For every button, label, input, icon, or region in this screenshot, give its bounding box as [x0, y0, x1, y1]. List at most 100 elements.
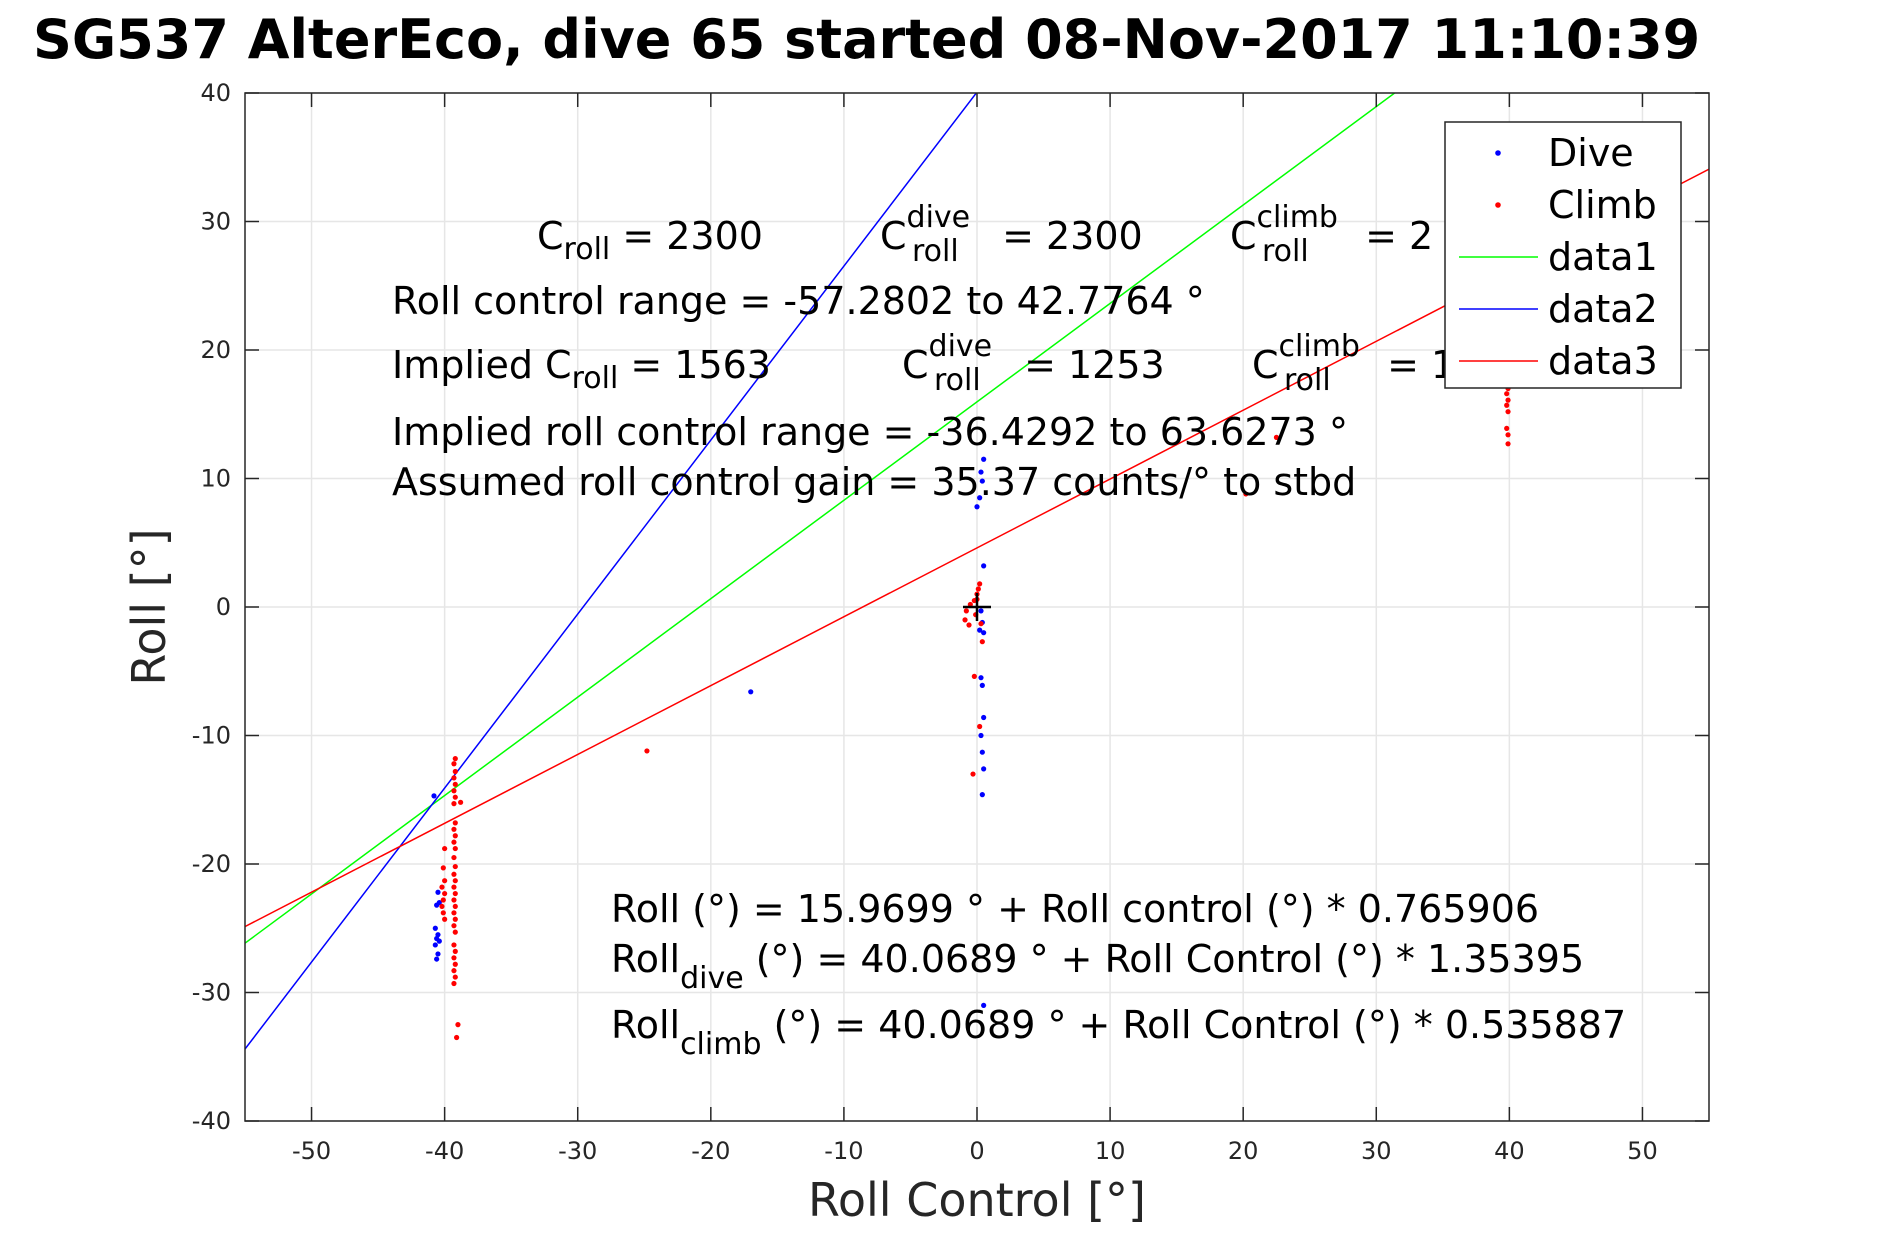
- dive-point: [981, 630, 987, 636]
- x-tick-label: -50: [292, 1137, 331, 1165]
- y-axis-label: Roll [°]: [122, 528, 176, 685]
- climb-point: [451, 968, 457, 974]
- fit-all-text: Roll (°) = 15.9699 ° + Roll control (°) …: [611, 887, 1539, 931]
- climb-point: [452, 845, 458, 852]
- dive-point: [436, 899, 442, 906]
- climb-point: [451, 761, 457, 767]
- dive-point: [981, 766, 987, 772]
- climb-point: [458, 799, 464, 805]
- climb-point: [452, 863, 458, 870]
- climb-point: [442, 878, 448, 884]
- climb-point: [978, 621, 984, 627]
- climb-point: [452, 781, 458, 787]
- y-tick-label: 40: [200, 79, 231, 107]
- climb-point: [452, 878, 458, 884]
- x-tick-label: 20: [1228, 1137, 1259, 1165]
- dive-point: [981, 1002, 987, 1008]
- climb-point: [451, 839, 457, 845]
- dive-point: [436, 938, 442, 944]
- climb-point: [439, 884, 445, 890]
- climb-point: [452, 903, 458, 910]
- dive-point: [432, 942, 438, 948]
- climb-point: [455, 1022, 461, 1028]
- dive-point: [979, 682, 985, 688]
- climb-point: [440, 897, 446, 903]
- climb-point: [962, 617, 968, 623]
- dive-point: [977, 495, 983, 501]
- x-tick-label: 50: [1627, 1137, 1658, 1165]
- climb-point: [1504, 391, 1510, 397]
- climb-point: [1505, 397, 1511, 403]
- climb-point: [1505, 409, 1511, 415]
- climb-point: [451, 788, 457, 794]
- climb-point: [975, 586, 981, 592]
- coefficient-annotations: Croll = 2300 Cdive roll = 2300 Cclimb roll…: [392, 200, 1455, 504]
- fit-climb-text: Rollclimb (°) = 40.0689 ° + Roll Control…: [611, 1003, 1626, 1062]
- y-tick-label: 20: [200, 336, 231, 364]
- dive-point: [979, 792, 985, 798]
- x-tick-label: -30: [558, 1137, 597, 1165]
- x-tick-label: 10: [1095, 1137, 1126, 1165]
- climb-point: [452, 916, 458, 922]
- y-tick-label: -20: [192, 850, 231, 878]
- legend-label: Climb: [1548, 183, 1657, 227]
- climb-point: [451, 775, 457, 781]
- y-tick-label: 30: [200, 208, 231, 236]
- climb-point: [451, 854, 457, 861]
- implied-c-roll-dive-text: Cdive roll = 1253: [902, 329, 1165, 398]
- dive-point: [977, 627, 983, 633]
- climb-point: [967, 601, 973, 608]
- chart-title: SG537 AlterEco, dive 65 started 08-Nov-2…: [33, 8, 1700, 71]
- climb-point: [971, 673, 977, 679]
- dive-point: [435, 889, 441, 895]
- climb-point: [451, 910, 457, 916]
- climb-point: [644, 748, 650, 754]
- dive-point: [432, 925, 438, 931]
- climb-point: [442, 890, 448, 897]
- dive-point: [435, 951, 441, 957]
- fit-dive-text: Rolldive (°) = 40.0689 ° + Roll Control …: [611, 937, 1584, 996]
- y-tick-label: 10: [200, 465, 231, 493]
- y-tick-label: -40: [192, 1107, 231, 1135]
- climb-point: [452, 794, 458, 800]
- climb-point: [452, 929, 458, 935]
- origin-marker: [963, 593, 991, 621]
- x-tick-label: -40: [425, 1137, 464, 1165]
- dive-point: [748, 689, 754, 695]
- y-tick-label: -30: [192, 979, 231, 1007]
- x-axis-label: Roll Control [°]: [808, 1173, 1146, 1227]
- climb-point: [1505, 432, 1511, 438]
- y-tick-label: -10: [192, 722, 231, 750]
- legend-label: Dive: [1548, 131, 1634, 175]
- climb-point: [451, 955, 457, 961]
- x-tick-label: 30: [1361, 1137, 1392, 1165]
- dive-point: [981, 714, 987, 721]
- climb-point: [440, 910, 446, 916]
- climb-point: [452, 961, 458, 967]
- legend-label: data3: [1548, 339, 1658, 383]
- fit-equations: Roll (°) = 15.9699 ° + Roll control (°) …: [611, 887, 1626, 1062]
- dive-point: [978, 608, 984, 614]
- implied-c-roll-climb-text: Cclimb roll = 1: [1252, 329, 1455, 398]
- climb-point: [451, 801, 457, 807]
- climb-point: [452, 890, 458, 897]
- legend-label: data2: [1548, 287, 1658, 331]
- climb-point: [1504, 402, 1510, 408]
- dive-point: [979, 478, 985, 484]
- climb-point: [451, 897, 457, 903]
- c-roll-dive-text: Cdive roll = 2300: [880, 200, 1143, 269]
- climb-point: [452, 820, 458, 826]
- legend-box: [1444, 121, 1682, 389]
- assumed-gain-text: Assumed roll control gain = 35.37 counts…: [392, 460, 1356, 504]
- fit-line-data1: [245, 93, 1396, 944]
- climb-point: [451, 884, 457, 890]
- c-roll-climb-text: Cclimb roll = 2: [1230, 200, 1433, 269]
- dive-point: [981, 456, 987, 462]
- dive-point: [979, 749, 985, 755]
- climb-point: [452, 768, 458, 775]
- climb-point: [966, 622, 972, 628]
- climb-point: [977, 723, 983, 730]
- c-roll-text: Croll = 2300: [537, 214, 763, 267]
- dive-point: [981, 563, 987, 569]
